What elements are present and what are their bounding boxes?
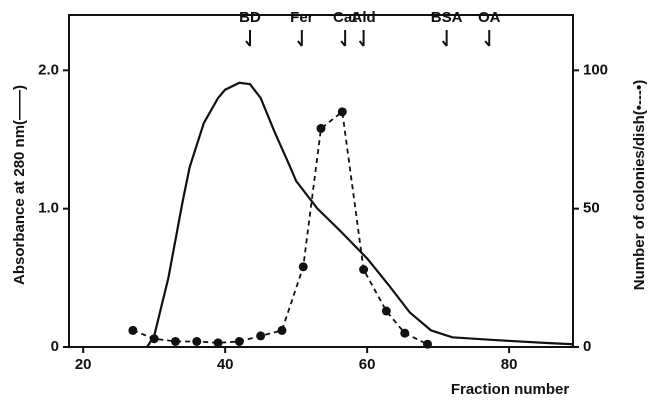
y2-axis-label: Number of colonies/dish(•---•) [631, 80, 648, 291]
marker-arrow [245, 30, 252, 47]
x-tick-label: 60 [359, 356, 376, 373]
data-point [192, 336, 202, 346]
data-point [316, 123, 326, 133]
y2-tick-label: 50 [583, 200, 600, 217]
y-axis-label: Absorbance at 280 nm(——) [11, 85, 28, 285]
marker-label: Ald [352, 9, 376, 26]
marker-arrow [484, 30, 491, 47]
data-point [400, 328, 410, 338]
data-point [149, 334, 159, 344]
x-tick-label: 80 [501, 356, 518, 373]
y-tick-label: 2.0 [38, 61, 59, 78]
plot-frame [68, 14, 574, 348]
data-point [256, 331, 266, 341]
x-tick-label: 20 [75, 356, 92, 373]
data-point [234, 336, 244, 346]
marker-arrow [441, 30, 448, 47]
y-tick-label: 0 [51, 338, 59, 355]
y2-tick-label: 0 [583, 338, 591, 355]
marker-label: BD [239, 9, 261, 26]
series-line [132, 110, 428, 346]
marker-label: Fer [290, 9, 314, 26]
marker-label: Cat [333, 9, 357, 26]
y2-tick-label: 100 [583, 61, 608, 78]
marker-label: OA [478, 9, 501, 26]
x-axis-label: Fraction number [451, 381, 570, 398]
x-tick-label: 40 [217, 356, 234, 373]
data-point [298, 262, 308, 272]
series-line [146, 81, 574, 348]
marker-arrow [297, 30, 303, 47]
marker-label: BSA [431, 9, 463, 26]
y-tick-label: 1.0 [38, 200, 59, 217]
data-point [422, 339, 432, 349]
data-point [337, 107, 347, 117]
data-point [170, 336, 180, 346]
data-point [277, 325, 287, 335]
marker-arrow [340, 30, 347, 47]
marker-arrow [358, 30, 365, 47]
data-point [213, 338, 223, 348]
data-point [381, 306, 391, 316]
data-point [359, 265, 369, 275]
data-point [128, 325, 138, 335]
